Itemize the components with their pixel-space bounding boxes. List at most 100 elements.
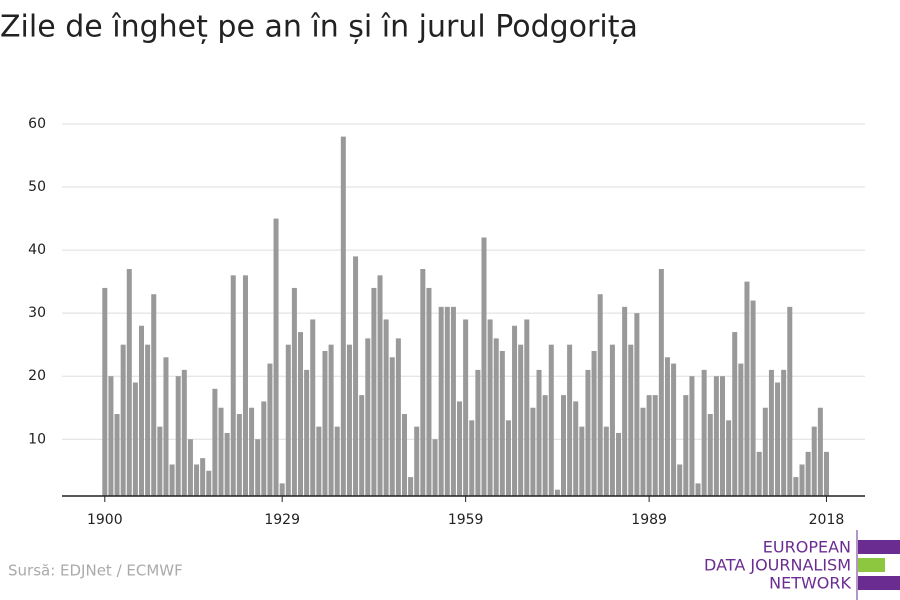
bar [567,344,573,496]
source: Sursă: EDJNet / ECMWF [8,562,183,580]
bar [145,344,151,496]
bar [279,483,285,496]
bar [316,426,322,496]
bar [628,344,634,496]
bar [726,420,732,496]
bar [200,458,206,496]
bar [108,376,114,496]
bar [291,287,297,496]
bar [677,464,683,496]
logo-bar [858,576,900,590]
bar [542,395,548,496]
bar [444,306,450,496]
bar [664,357,670,496]
bar [512,325,518,496]
bar [530,407,536,496]
bar [548,344,554,496]
bar [255,439,261,496]
bar [420,269,426,496]
bar [353,256,359,496]
bar [151,294,157,496]
bar [187,439,193,496]
bar [634,313,640,496]
bar [304,369,310,496]
bar [481,237,487,497]
bar [683,395,689,496]
bar [597,294,603,496]
bar [175,376,181,496]
bar [799,464,805,496]
bar [579,426,585,496]
bar [414,426,420,496]
logo-text: NETWORK [769,574,851,593]
bar [591,350,597,496]
bar [505,420,511,496]
bar [340,136,346,496]
bar [224,432,230,496]
bar [236,414,242,496]
bar [298,332,304,496]
bar [793,477,799,496]
bar [536,369,542,496]
bar [573,401,579,496]
bar [823,451,829,496]
bar [463,319,469,496]
bar [230,275,236,496]
bar [518,344,524,496]
bar [426,287,432,496]
bar [695,483,701,496]
bar [346,344,352,496]
bar [310,319,316,496]
bar [138,325,145,496]
bar [707,414,713,496]
bar [328,344,334,496]
bar [194,464,200,496]
bar [603,426,609,496]
bar [371,287,377,496]
bar [762,407,768,496]
bar [817,407,823,496]
bar [163,357,169,496]
bar [750,300,756,496]
bar [389,357,395,496]
bar [401,414,407,496]
y-tick-label: 30 [28,305,46,321]
bar [322,350,328,496]
bar [242,275,248,496]
bar [781,369,787,496]
bar [273,218,279,496]
y-tick-label: 40 [28,242,46,258]
bar [554,489,560,496]
bar [469,420,475,496]
bar [114,414,120,496]
bar [787,306,793,496]
bar [475,369,481,496]
bar [132,382,138,496]
bar [432,439,438,496]
y-tick-label: 10 [28,431,46,447]
bar [499,350,505,496]
chart-title: Zile de îngheț pe an în și în jurul Podg… [0,10,638,45]
bar [383,319,389,496]
bar [249,407,255,496]
x-tick-label: 1929 [264,512,300,528]
bar [713,376,719,496]
bar [169,464,175,496]
bar [640,407,646,496]
bar [457,401,463,496]
x-tick-label: 2018 [809,512,845,528]
bar [732,332,738,496]
bar [652,395,658,496]
bar [811,426,817,496]
bar [334,426,340,496]
bar [120,344,126,496]
bar [218,407,224,496]
x-tick-label: 1989 [631,512,667,528]
bar [285,344,291,496]
bar [622,306,628,496]
bar [775,382,781,496]
x-tick-label: 1959 [448,512,484,528]
bar [805,451,811,496]
logo-text: DATA JOURNALISM [704,556,851,575]
